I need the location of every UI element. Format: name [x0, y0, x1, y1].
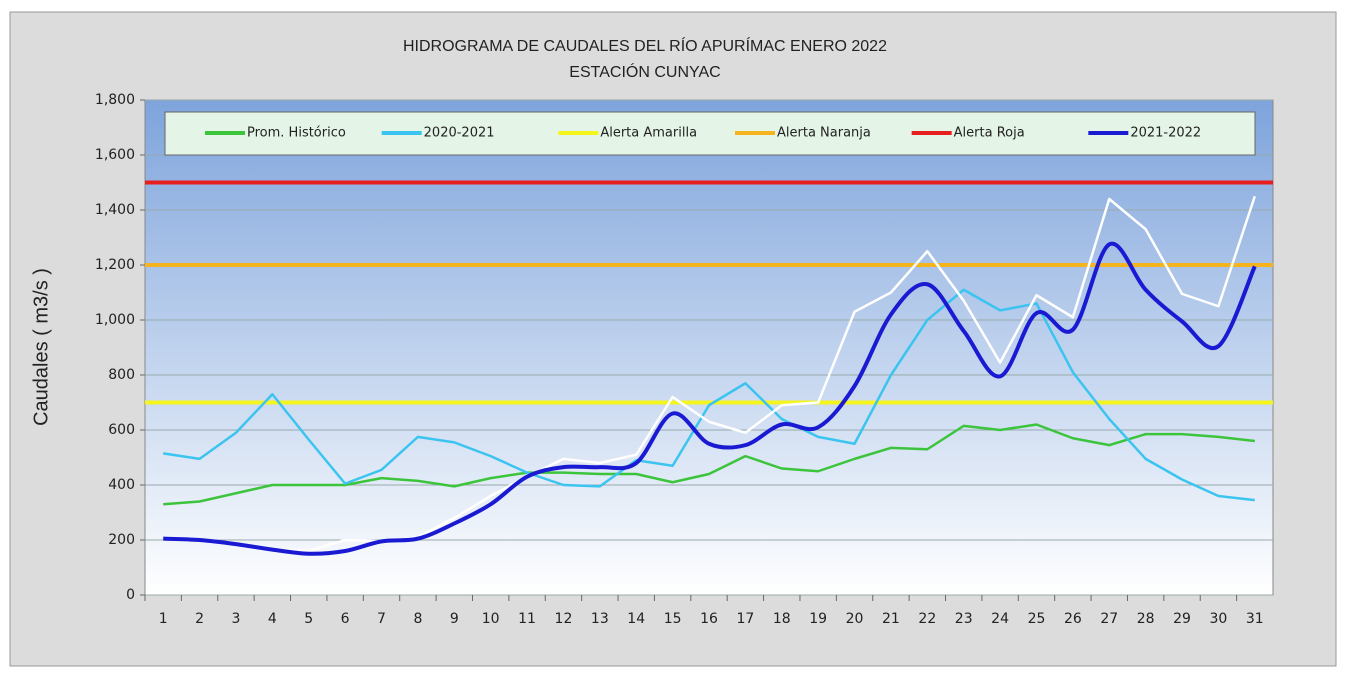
x-tick-label: 23: [955, 611, 973, 627]
x-tick-label: 10: [482, 611, 500, 627]
x-tick-label: 18: [773, 611, 791, 627]
chart-title: HIDROGRAMA DE CAUDALES DEL RÍO APURÍMAC …: [403, 36, 887, 55]
x-tick-label: 1: [159, 611, 168, 627]
legend-label: 2021-2022: [1130, 126, 1201, 141]
x-tick-label: 31: [1246, 611, 1264, 627]
y-axis-label: Caudales ( m3/s ): [30, 268, 52, 426]
y-tick-label: 400: [108, 477, 135, 493]
x-tick-label: 30: [1210, 611, 1228, 627]
y-tick-label: 1,400: [95, 202, 135, 218]
y-tick-label: 600: [108, 422, 135, 438]
x-tick-label: 27: [1100, 611, 1118, 627]
series-line: [163, 288, 1255, 502]
x-tick-label: 20: [846, 611, 864, 627]
series-line: [163, 423, 1255, 506]
x-tick-label: 26: [1064, 611, 1082, 627]
x-tick-label: 28: [1137, 611, 1155, 627]
x-tick-label: 6: [341, 611, 350, 627]
x-tick-label: 17: [736, 611, 754, 627]
x-tick-label: 12: [555, 611, 573, 627]
x-tick-label: 11: [518, 611, 536, 627]
x-tick-label: 2: [195, 611, 204, 627]
legend-label: 2020-2021: [424, 126, 495, 141]
x-tick-label: 29: [1173, 611, 1191, 627]
x-tick-label: 25: [1028, 611, 1046, 627]
plot-area: [144, 99, 1274, 596]
y-tick-label: 1,000: [95, 312, 135, 328]
legend-label: Alerta Roja: [954, 126, 1025, 141]
legend-label: Alerta Naranja: [777, 126, 871, 141]
series-line: [163, 241, 1257, 556]
x-tick-label: 5: [304, 611, 313, 627]
x-tick-label: 3: [232, 611, 241, 627]
x-tick-label: 9: [450, 611, 459, 627]
x-tick-label: 19: [809, 611, 827, 627]
y-tick-label: 200: [108, 532, 135, 548]
y-tick-label: 0: [126, 587, 135, 603]
series-line: [163, 195, 1256, 553]
x-tick-label: 16: [700, 611, 718, 627]
x-tick-label: 4: [268, 611, 277, 627]
legend-box: [164, 111, 1256, 156]
x-tick-label: 7: [377, 611, 386, 627]
legend-label: Alerta Amarilla: [600, 126, 697, 141]
chart-subtitle: ESTACIÓN CUNYAC: [569, 62, 720, 81]
x-tick-label: 22: [918, 611, 936, 627]
x-tick-label: 21: [882, 611, 900, 627]
x-tick-label: 8: [413, 611, 422, 627]
legend-label: Prom. Histórico: [247, 126, 346, 141]
x-tick-label: 14: [627, 611, 645, 627]
y-tick-label: 1,800: [95, 92, 135, 108]
x-tick-label: 13: [591, 611, 609, 627]
x-tick-label: 24: [991, 611, 1009, 627]
x-tick-label: 15: [664, 611, 682, 627]
y-tick-label: 800: [108, 367, 135, 383]
y-tick-label: 1,200: [95, 257, 135, 273]
y-tick-label: 1,600: [95, 147, 135, 163]
